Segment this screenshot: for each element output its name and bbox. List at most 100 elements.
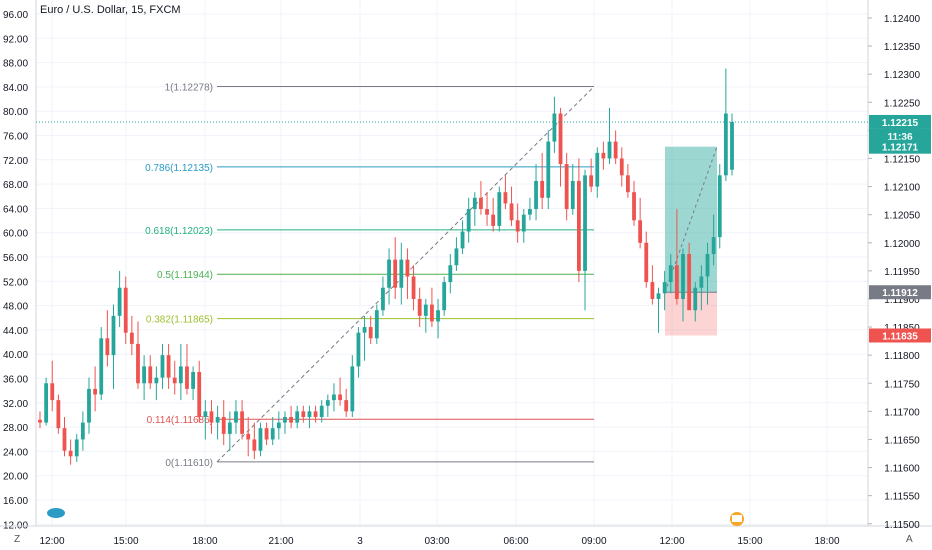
left-axis-tick: 56.00 [3,253,28,264]
candle-body [411,276,416,299]
left-axis-tick: 60.00 [3,229,28,240]
candle-body [362,327,367,333]
fib-level-label: 0.382(1.11865) [146,315,213,326]
left-axis-tick: 16.00 [3,496,28,507]
right-axis-tick: 1.12150 [884,154,921,165]
candle-body [50,383,55,401]
candle-body [436,310,440,322]
candle-body [509,203,514,221]
candle-body [717,175,722,238]
cloud-icon[interactable] [47,508,65,518]
candle-body [570,180,575,210]
right-axis-tick: 1.11550 [884,492,920,503]
grid [36,0,868,526]
candle-body [117,287,122,316]
candle-body [583,175,587,271]
candle-body [668,265,673,283]
left-axis-tick: 84.00 [3,83,28,94]
candle-body [558,113,563,165]
left-axis-tick: 28.00 [3,423,28,434]
candle-body [93,388,98,395]
candle-body [197,372,202,417]
candle-body [332,394,336,401]
auto-scale-button[interactable]: A [906,534,913,545]
right-axis-tick: 1.11650 [884,435,920,446]
candle-body [136,343,140,384]
candle-body [325,400,330,406]
right-axis-tick: 1.12050 [884,211,921,222]
candle-body [564,164,569,210]
fib-level-label: 0(1.11610) [165,458,213,469]
right-axis-tick: 1.11700 [884,407,920,418]
candle-body [619,158,624,176]
candle-body [289,416,293,423]
right-axis-tick: 1.12350 [884,42,921,53]
position-path [664,146,718,293]
candle-body [276,422,281,429]
right-axis-tick: 1.11900 [884,295,920,306]
candle-body [221,416,226,434]
candle-body [699,276,704,288]
candle-body [301,411,306,417]
candle-body [693,287,698,311]
candle-body [448,265,453,283]
left-axis-tick: 68.00 [3,180,28,191]
candle-body [687,254,692,311]
candle-body [44,383,49,423]
x-axis-tick: 18:00 [814,536,839,547]
fib-retracement[interactable]: 1(1.12278) 0.786(1.12135) 0.618(1.12023) 0.… [145,83,595,469]
candle-body [552,113,557,142]
candle-body [589,175,594,187]
entry-price-label: 1.11912 [882,288,918,299]
candle-body [454,248,459,266]
left-axis-tick: 92.00 [3,34,28,45]
candle-body [313,411,318,417]
candle-body [368,327,373,339]
candle-body [485,209,489,215]
left-axis-tick: 96.00 [3,10,28,21]
candle-body [142,366,147,384]
right-axis-tick: 1.12400 [884,14,921,25]
candle-body [87,388,91,423]
candle-body [723,113,728,176]
countdown-label: 11:36 [887,132,912,143]
x-axis-tick: 15:00 [113,536,138,547]
left-axis-tick: 80.00 [3,107,28,118]
candle-body [595,152,600,187]
candle-body [123,287,128,333]
right-axis-tick: 1.11950 [884,267,920,278]
candle-body [638,220,643,243]
candle-body [234,411,238,423]
x-axis-tick: 18:00 [192,536,217,547]
candle-body [705,254,710,277]
candle-body [258,428,263,451]
candle-body [105,338,110,356]
candle-body [307,411,312,417]
candlesticks [38,68,734,465]
current-price-label-bg [869,114,931,129]
right-axis-tick: 1.12300 [884,70,921,81]
left-axis-tick: 64.00 [3,204,28,215]
candle-body [650,282,655,299]
x-axis-tick: 12:00 [659,536,684,547]
candle-body [399,259,404,288]
candle-body [662,282,667,294]
stop-price-label-bg [869,328,931,343]
candle-body [227,422,232,434]
candle-body [546,141,551,198]
candle-body [356,332,361,367]
candle-body [730,121,734,170]
candle-body [528,209,532,215]
x-axis-tick: 06:00 [503,536,528,547]
candle-body [166,355,171,378]
left-axis-tick: 40.00 [3,350,28,361]
left-axis-tick: 72.00 [3,156,28,167]
fib-level-label: 0.618(1.12023) [145,226,213,237]
candle-body [319,405,324,417]
candle-body [387,259,391,288]
z-button[interactable]: Z [14,534,21,545]
candle-body [472,197,477,210]
candle-body [417,298,422,316]
